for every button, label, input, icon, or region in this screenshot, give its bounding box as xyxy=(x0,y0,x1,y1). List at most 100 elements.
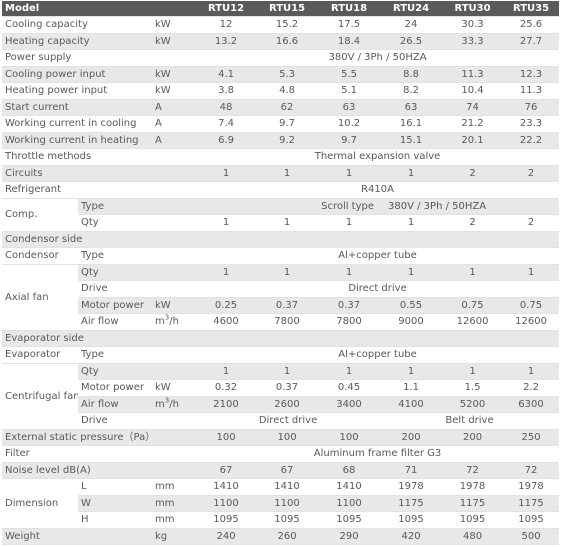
cell: 1 xyxy=(256,214,319,232)
heating-capacity-unit: kW xyxy=(152,33,197,50)
header-col-3: RTU18 xyxy=(318,1,381,17)
cell: 100 xyxy=(256,429,319,446)
filter-value: Aluminum frame filter G3 xyxy=(196,445,560,463)
axial-fan-air-unit: m3/h xyxy=(152,313,197,331)
cell: 1 xyxy=(380,264,443,281)
centrifugal-fan-qty-label: Qty xyxy=(78,363,197,380)
axial-fan-air-label: Air flow xyxy=(78,313,152,331)
cell: 1175 xyxy=(503,495,560,512)
row-comp-type: Comp. Type Scroll type 380V / 3Ph / 50HZ… xyxy=(2,198,560,232)
cell: 1.5 xyxy=(442,379,504,397)
cell: 7800 xyxy=(318,313,381,331)
cell: 71 xyxy=(380,462,443,479)
cell: 200 xyxy=(442,429,504,446)
row-noise-level: Noise level dB(A) 67 67 68 71 72 72 xyxy=(2,462,560,479)
cell: 9.7 xyxy=(318,132,381,149)
comp-label: Comp. xyxy=(2,198,78,232)
row-cooling-capacity: Cooling capacity kW 12 15.2 17.5 24 30.3… xyxy=(2,16,560,34)
row-weight: Weight kg 240 260 290 420 480 500 xyxy=(2,528,560,545)
refrigerant-label: Refrigerant xyxy=(2,181,197,199)
cell: 0.37 xyxy=(256,379,319,397)
cell: 63 xyxy=(380,99,443,116)
row-condensor-side: Condensor side xyxy=(2,231,560,248)
cell: 10.2 xyxy=(318,115,381,133)
cell: 17.5 xyxy=(318,16,381,34)
cell: 2 xyxy=(442,214,504,232)
row-filter: Filter Aluminum frame filter G3 xyxy=(2,445,560,463)
row-centrifugal-fan-air: Air flow m3/h 2100 2600 3400 4100 5200 6… xyxy=(2,396,560,413)
cell: 13.2 xyxy=(196,33,257,50)
cell: 1 xyxy=(318,165,381,182)
row-power-supply: Power supply 380V / 3Ph / 50HZA xyxy=(2,49,560,67)
cell: 1 xyxy=(256,363,319,380)
heating-capacity-label: Heating capacity xyxy=(2,33,152,50)
cell: 15.2 xyxy=(256,16,319,34)
cooling-power-input-unit: kW xyxy=(152,66,197,83)
row-centrifugal-fan-drive: Drive Direct drive Belt drive xyxy=(2,412,560,430)
cell: 1095 xyxy=(196,511,257,529)
cell: 4600 xyxy=(196,313,257,331)
row-axial-fan-drive: Drive Direct drive xyxy=(2,280,560,298)
cell: 2600 xyxy=(256,396,319,413)
cell: 2100 xyxy=(196,396,257,413)
circuits-label: Circuits xyxy=(2,165,197,182)
cell: 500 xyxy=(503,528,560,545)
cell: 48 xyxy=(196,99,257,116)
header-col-5: RTU30 xyxy=(442,1,504,17)
row-refrigerant: Refrigerant R410A xyxy=(2,181,560,199)
cell: 16.1 xyxy=(380,115,443,133)
cell: 1175 xyxy=(442,495,504,512)
axial-fan-label: Axial fan xyxy=(2,264,78,331)
row-throttle-methods: Throttle methods Thermal expansion valve xyxy=(2,148,560,166)
cell: 67 xyxy=(196,462,257,479)
cell: 1410 xyxy=(318,478,381,496)
comp-type-value-2: 380V / 3Ph / 50HZA xyxy=(380,198,560,215)
cell: 1 xyxy=(442,363,504,380)
cell: 5.3 xyxy=(256,66,319,83)
centrifugal-fan-drive-value-b: Belt drive xyxy=(380,412,560,430)
cell: 1 xyxy=(256,165,319,182)
row-cooling-power-input: Cooling power input kW 4.1 5.3 5.5 8.8 1… xyxy=(2,66,560,83)
cell: 0.37 xyxy=(256,297,319,314)
dimension-l-unit: mm xyxy=(152,478,197,496)
dimension-label: Dimension xyxy=(2,478,78,529)
cell: 7.4 xyxy=(196,115,257,133)
cell: 1175 xyxy=(380,495,443,512)
row-dimension-h: H mm 1095 1095 1095 1095 1095 1095 xyxy=(2,511,560,529)
row-dimension-l: Dimension L mm 1410 1410 1410 1978 1978 … xyxy=(2,478,560,529)
cell: 1095 xyxy=(318,511,381,529)
cell: 10.4 xyxy=(442,82,504,100)
weight-unit: kg xyxy=(152,528,197,545)
centrifugal-fan-label: Centrifugal fan xyxy=(2,363,78,430)
cell: 2.2 xyxy=(503,379,560,397)
cell: 1100 xyxy=(256,495,319,512)
condensor-label: Condensor xyxy=(2,247,78,265)
cell: 74 xyxy=(442,99,504,116)
evaporator-type-value: Al+copper tube xyxy=(196,346,560,364)
cell: 27.7 xyxy=(503,33,560,50)
cell: 250 xyxy=(503,429,560,446)
row-start-current: Start current A 48 62 63 63 74 76 xyxy=(2,99,560,116)
cell: 72 xyxy=(503,462,560,479)
cell: 1095 xyxy=(503,511,560,529)
header-row: Model RTU12 RTU15 RTU18 RTU24 RTU30 RTU3… xyxy=(2,1,560,17)
cell: 0.55 xyxy=(380,297,443,314)
row-circuits: Circuits 1 1 1 1 2 2 xyxy=(2,165,560,182)
cell: 2 xyxy=(442,165,504,182)
centrifugal-fan-drive-label: Drive xyxy=(78,412,197,430)
cell: 1 xyxy=(503,264,560,281)
row-evaporator: Evaporator Type Al+copper tube xyxy=(2,346,560,364)
cell: 23.3 xyxy=(503,115,560,133)
condensor-side-label: Condensor side xyxy=(2,231,560,248)
cell: 12600 xyxy=(503,313,560,331)
cell: 100 xyxy=(196,429,257,446)
cell: 1 xyxy=(318,363,381,380)
cell: 5.1 xyxy=(318,82,381,100)
condensor-type-value: Al+copper tube xyxy=(196,247,560,265)
noise-level-label: Noise level dB(A) xyxy=(2,462,197,479)
cell: 100 xyxy=(318,429,381,446)
working-current-heating-unit: A xyxy=(152,132,197,149)
row-evaporator-side: Evaporator side xyxy=(2,330,560,347)
cell: 76 xyxy=(503,99,560,116)
evaporator-side-label: Evaporator side xyxy=(2,330,560,347)
